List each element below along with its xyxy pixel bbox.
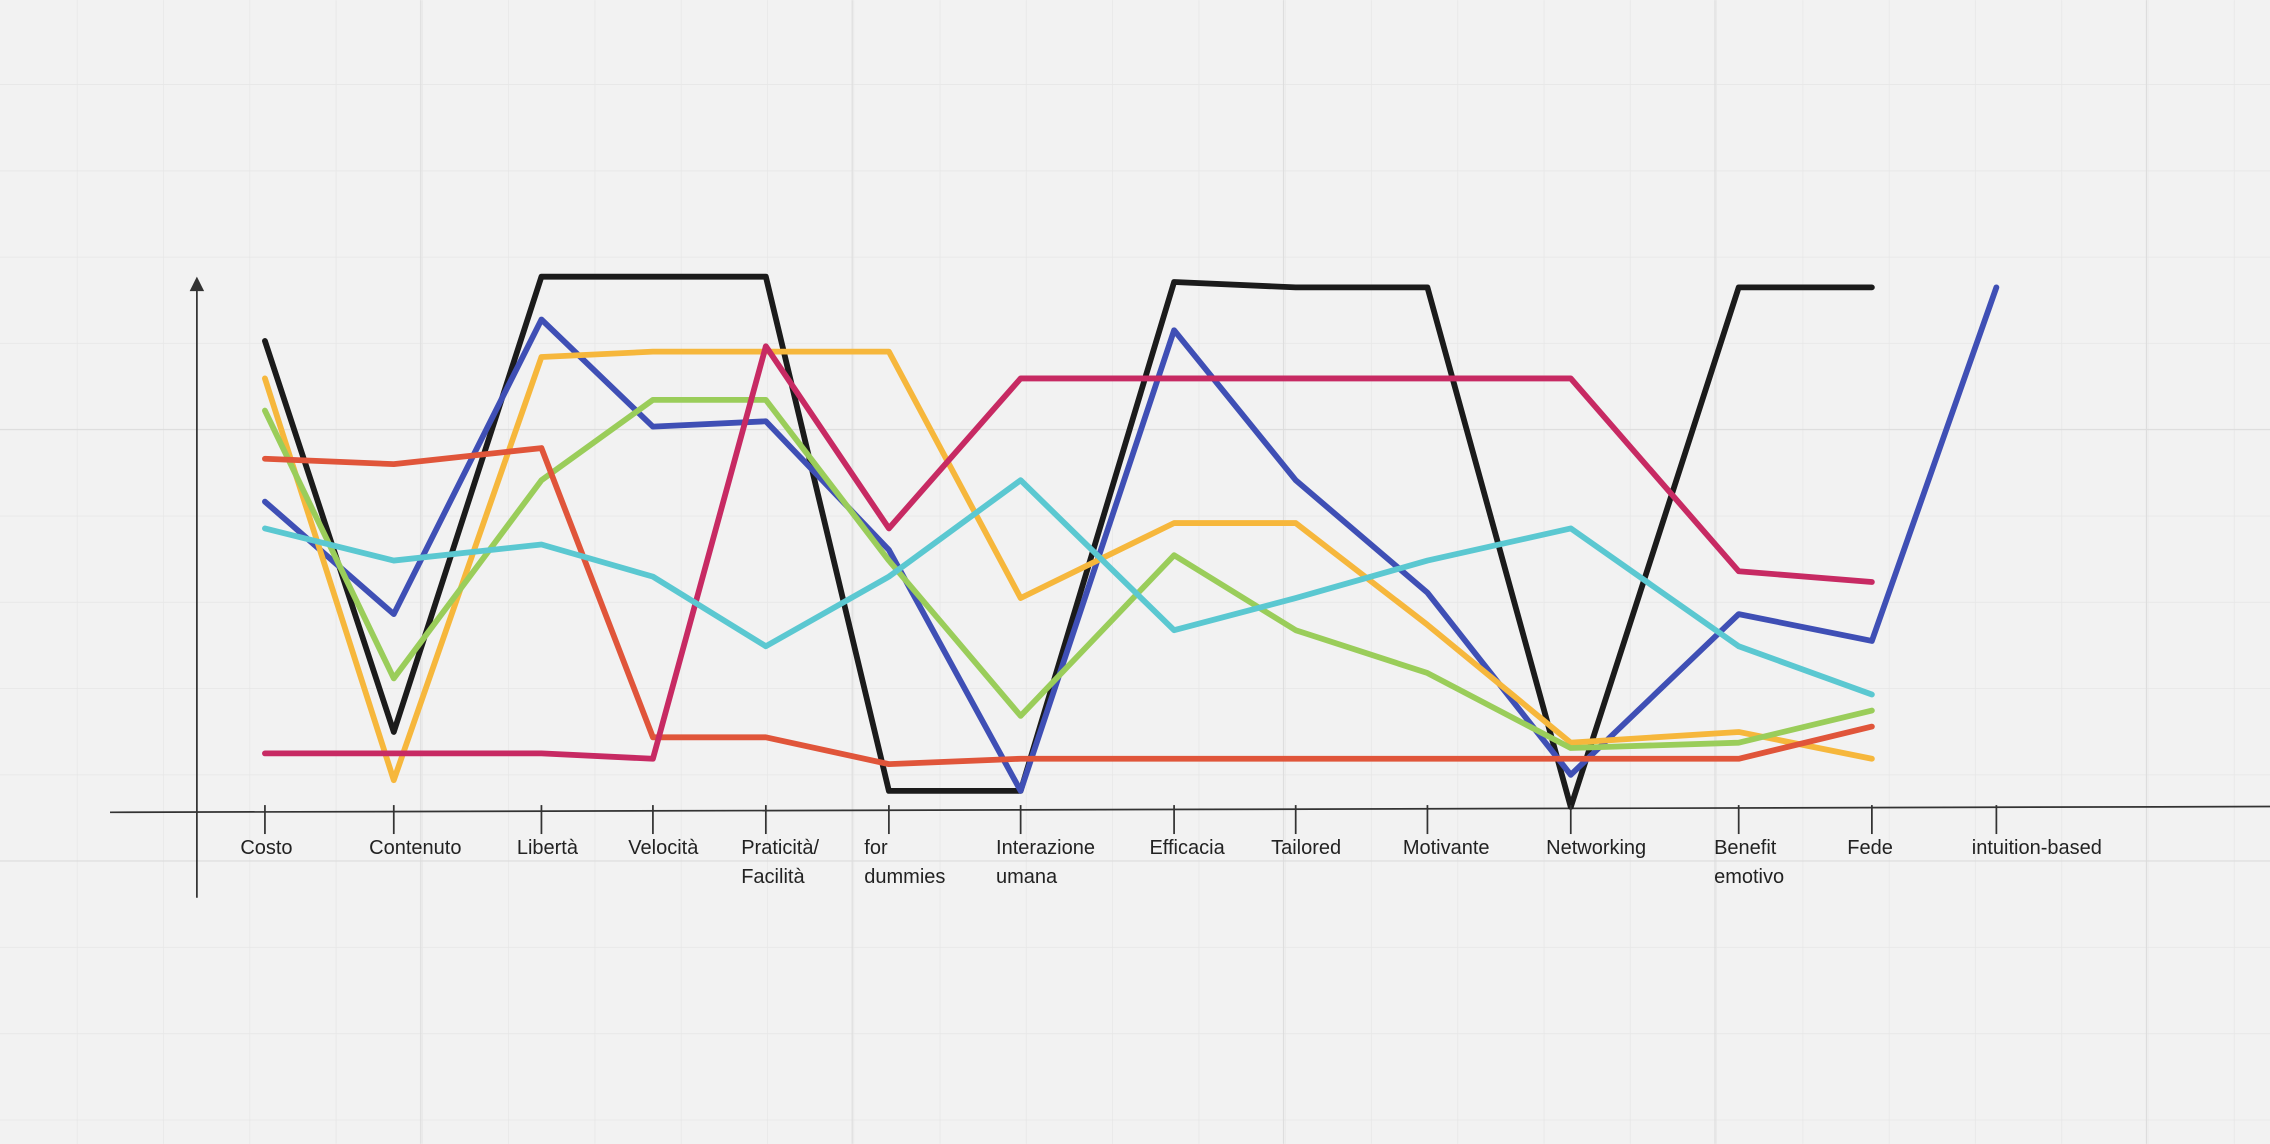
x-axis <box>110 805 2270 814</box>
x-tick-label: Interazione umana <box>996 836 1095 888</box>
x-tick-label: Tailored <box>1271 836 1342 859</box>
series-line <box>262 477 1875 698</box>
x-tick-label: Fede <box>1847 836 1893 859</box>
y-axis-arrow <box>189 276 205 292</box>
x-tick-label: Libertà <box>516 836 578 859</box>
x-tick-label: Networking <box>1546 836 1647 859</box>
series-line <box>262 445 1875 768</box>
x-tick-label: intuition-based <box>1971 836 2102 859</box>
x-tick-label: Contenuto <box>369 836 462 859</box>
series-line <box>262 343 1875 762</box>
series-line <box>262 348 1875 784</box>
x-tick-label: for dummies <box>864 836 946 888</box>
x-tick-label: Velocità <box>628 836 699 859</box>
x-tick-label: Benefit emotivo <box>1714 836 1785 888</box>
series-line <box>262 396 1875 751</box>
x-tick-label: Costo <box>240 836 293 859</box>
x-tick-label: Praticità/ Facilità <box>741 836 820 888</box>
x-tick-label: Motivante <box>1402 836 1490 859</box>
x-tick-label: Efficacia <box>1149 836 1225 859</box>
